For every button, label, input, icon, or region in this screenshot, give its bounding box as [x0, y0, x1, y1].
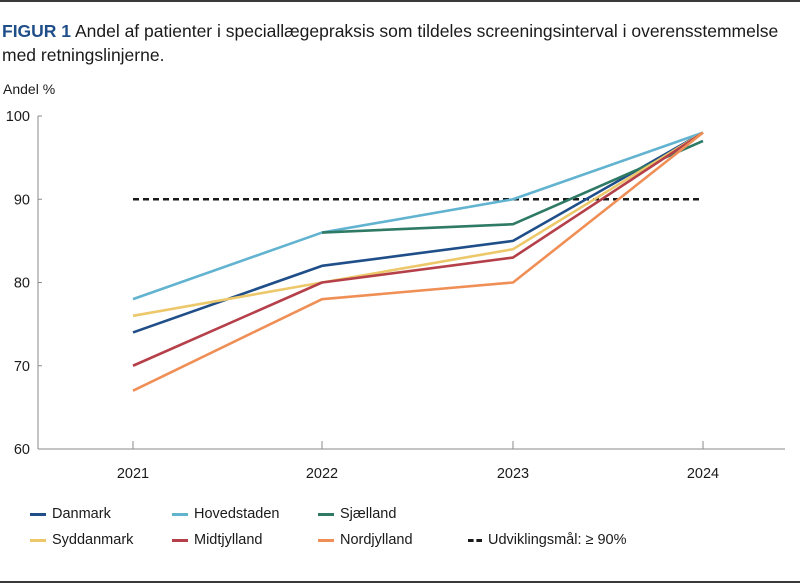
series-line-sjælland: [321, 139, 704, 234]
legend: Danmark Hovedstaden Sjælland Syddanmark Midt…: [30, 501, 730, 553]
legend-label: Midtjylland: [194, 532, 263, 548]
figure-title: FIGUR 1 Andel af patienter i speciallæge…: [2, 19, 792, 67]
bottom-rule: [0, 581, 800, 583]
x-tick-label: 2023: [497, 466, 529, 482]
legend-label: Hovedstaden: [194, 506, 280, 522]
y-tick-label: 90: [14, 192, 30, 208]
series-line-syddanmark: [132, 131, 704, 318]
legend-row: Danmark Hovedstaden Sjælland: [30, 501, 730, 527]
legend-item: Danmark: [30, 506, 172, 522]
legend-item: Syddanmark: [30, 532, 172, 548]
x-tick-label: 2024: [687, 466, 719, 482]
legend-swatch: [30, 538, 46, 542]
y-tick-label: 70: [14, 359, 30, 375]
legend-item: Udviklingsmål: ≥ 90%: [468, 532, 668, 548]
legend-item: Hovedstaden: [172, 506, 318, 522]
y-tick-label: 60: [14, 442, 30, 458]
y-tick-label: 80: [14, 276, 30, 292]
legend-label: Sjælland: [340, 506, 397, 522]
legend-label: Syddanmark: [52, 532, 134, 548]
series-line-hovedstaden: [132, 131, 704, 301]
legend-item: Midtjylland: [172, 532, 318, 548]
legend-swatch: [172, 512, 188, 516]
legend-swatch: [30, 512, 46, 516]
x-tick-label: 2021: [117, 466, 149, 482]
legend-row: Syddanmark Midtjylland Nordjylland Udviklin…: [30, 527, 730, 553]
legend-item: Nordjylland: [318, 532, 468, 548]
top-rule: [0, 0, 800, 2]
legend-swatch: [318, 512, 334, 516]
figure-caption: Andel af patienter i speciallægepraksis …: [2, 21, 779, 65]
y-axis-label: Andel %: [3, 81, 56, 97]
series-line-midtjylland: [132, 131, 704, 367]
legend-label: Nordjylland: [340, 532, 413, 548]
legend-swatch: [172, 538, 188, 542]
legend-label: Udviklingsmål: ≥ 90%: [488, 532, 627, 548]
legend-label: Danmark: [52, 506, 111, 522]
legend-swatch: [468, 538, 482, 542]
y-tick-label: 100: [6, 109, 30, 125]
x-tick-label: 2022: [306, 466, 338, 482]
legend-swatch: [318, 538, 334, 542]
series-line-nordjylland: [132, 131, 704, 392]
figure-label: FIGUR 1: [2, 21, 72, 41]
legend-item: Sjælland: [318, 506, 468, 522]
